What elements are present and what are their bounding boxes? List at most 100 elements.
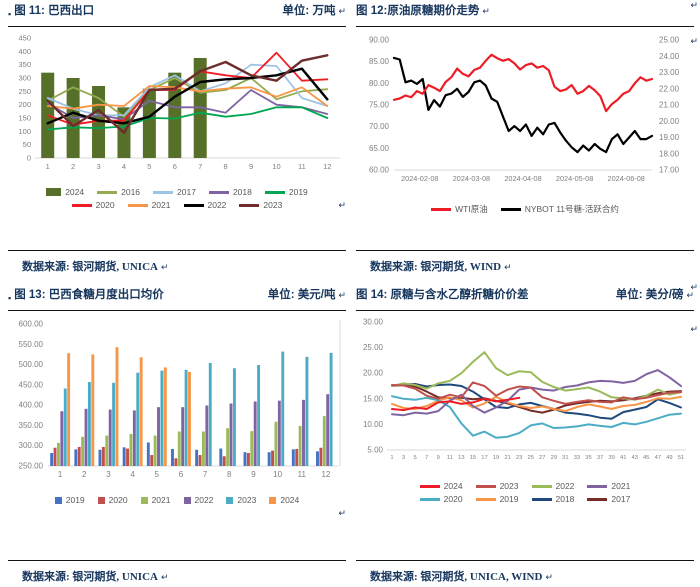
svg-text:15.00: 15.00 [363,394,384,403]
svg-text:2: 2 [71,162,75,171]
legend-label: 2023 [499,481,519,491]
legend-swatch-icon [264,190,285,194]
svg-text:5: 5 [155,470,160,479]
legend-item: 2023 [239,200,282,210]
svg-text:9: 9 [251,470,256,479]
svg-text:11: 11 [298,470,307,479]
svg-text:10: 10 [272,162,280,171]
legend-swatch-icon [71,203,92,207]
legend-label: 2023 [263,200,283,210]
svg-text:450.00: 450.00 [19,380,44,389]
svg-text:33: 33 [574,455,580,461]
svg-text:5: 5 [147,162,151,171]
legend-swatch-icon [140,496,148,504]
legend-label: 2024 [280,495,300,505]
legend-label: 2021 [151,495,171,505]
legend-swatch-icon [46,188,62,196]
legend-item: 2017 [153,187,196,197]
svg-text:21: 21 [504,455,510,461]
svg-text:19: 19 [493,455,499,461]
svg-text:7: 7 [425,455,428,461]
spacer [356,504,694,560]
svg-text:1: 1 [58,470,63,479]
svg-text:45: 45 [643,455,649,461]
figure-12-block: ↵ ↵ 图 12:原油原糖期价走势 ↵ 90.00 85.00 80.00 75.00… [356,0,698,274]
svg-text:23.00: 23.00 [659,68,680,77]
svg-text:2024-02-08: 2024-02-08 [401,174,438,183]
header-divider [8,310,346,311]
legend-swatch-icon [97,496,105,504]
footer-divider [356,250,694,251]
svg-text:0: 0 [27,154,31,163]
figure-11-source: 数据来源: 银河期货, UNICA ↵ [8,251,346,274]
legend-swatch-icon [127,203,148,207]
legend-swatch-icon [239,203,260,207]
legend-label: 2019 [499,494,519,504]
legend-item: 2024 [269,495,299,505]
figure-13-title: 图 13: 巴西食糖月度出口均价 [14,289,164,301]
legend-label: 2023 [237,495,257,505]
legend-label: 2024 [65,187,85,197]
svg-text:9: 9 [437,455,440,461]
figure-11-unit-label: 单位: 万吨 [282,5,336,17]
legend-row: 2019 2020 2021 2022 2023 2024 [54,495,299,505]
legend-row: 2020 2019 2018 2017 [419,494,631,504]
svg-text:7: 7 [203,470,208,479]
figure-14-unit-label: 单位: 美分/磅 [615,289,684,301]
svg-text:49: 49 [666,455,672,461]
legend-swatch-icon [587,497,608,501]
legend-label: 2020 [108,495,128,505]
svg-text:24.00: 24.00 [659,52,680,61]
legend-label: 2022 [207,200,227,210]
svg-text:60.00: 60.00 [369,166,390,175]
footer-divider [356,560,694,561]
svg-text:41: 41 [620,455,626,461]
legend-swatch-icon [419,497,440,501]
source-text: 数据来源: 银河期货, UNICA, WIND [370,571,543,583]
svg-text:27: 27 [539,455,545,461]
svg-text:400.00: 400.00 [19,401,44,410]
figure-12-chart-area: 90.00 85.00 80.00 75.00 70.00 65.00 60.00 25.00… [356,32,694,215]
figure-14-title: 图 14: 原糖与含水乙醇折糖价价差 [356,289,529,301]
svg-text:50: 50 [23,140,31,149]
svg-text:35: 35 [585,455,591,461]
header-divider [356,26,694,27]
legend-row: 2020 2021 2022 2023 [71,200,282,210]
paragraph-mark-icon: ↵ [504,262,512,272]
paragraph-mark-icon: ↵ [686,290,694,300]
legend-swatch-icon [153,190,174,194]
svg-text:2024-03-08: 2024-03-08 [453,174,490,183]
legend-item: 2019 [264,187,308,197]
legend-item: 2019 [54,495,85,505]
figure-13-unit-label: 单位: 美元/吨 [267,289,336,301]
figure-11-block: ▪ 图 11: 巴西出口 单位: 万吨 ↵ 450 400 350 300 250 200… [8,2,346,274]
figure-14-source: 数据来源: 银河期货, UNICA, WIND ↵ [356,561,694,584]
svg-text:600.00: 600.00 [19,320,44,329]
legend-swatch-icon [208,190,229,194]
svg-text:1: 1 [46,162,50,171]
svg-text:8: 8 [227,470,232,479]
legend-label: 2018 [555,494,575,504]
figure-12-header: 图 12:原油原糖期价走势 ↵ [356,2,694,26]
legend-label: NYBOT 11号糖-活跃合约 [524,204,619,214]
svg-text:39: 39 [608,455,614,461]
legend-swatch-icon [269,496,277,504]
header-divider [356,310,694,311]
spacer [356,215,694,250]
legend-label: 2017 [611,494,631,504]
legend-item: 2019 [475,494,519,504]
svg-text:450: 450 [18,34,31,43]
legend-item: NYBOT 11号糖-活跃合约 [500,203,619,215]
svg-text:21.00: 21.00 [659,101,680,110]
legend-swatch-icon [500,207,521,211]
legend-item: 2023 [226,495,256,505]
paragraph-mark-icon: ↵ [690,36,698,46]
legend-item: 2022 [531,481,574,491]
svg-text:17: 17 [481,455,487,461]
svg-text:3: 3 [106,470,111,479]
svg-text:6: 6 [179,470,184,479]
svg-text:350.00: 350.00 [19,421,44,430]
source-text: 数据来源: 银河期货, UNICA [22,261,158,273]
legend-swatch-icon [183,203,204,207]
